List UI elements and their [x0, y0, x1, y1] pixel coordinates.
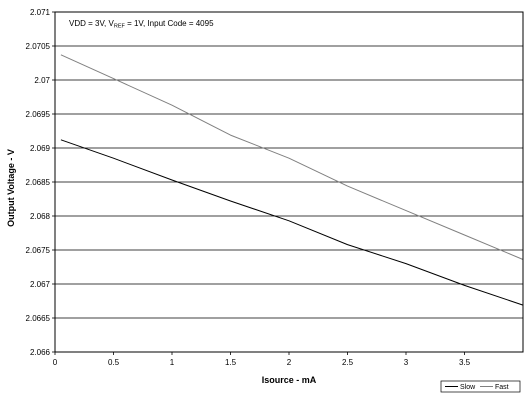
y-tick-label: 2.0675: [26, 246, 51, 255]
series-lines: [60, 54, 524, 306]
plot-frame: [54, 11, 524, 353]
y-tick-label: 2.0695: [26, 110, 51, 119]
y-tick-label: 2.068: [30, 212, 51, 221]
chart-annotation: VDD = 3V, VREF = 1V, Input Code = 4095: [69, 19, 214, 30]
series-line-fast: [60, 54, 524, 260]
y-tick-labels: 2.066 2.0665 2.067 2.0675 2.068 2.0685 2.069 2.…: [26, 8, 51, 357]
y-tick-label: 2.0685: [26, 178, 51, 187]
y-tick-label: 2.07: [34, 76, 50, 85]
legend-label-slow: Slow: [460, 384, 476, 391]
grid-lines: [52, 11, 523, 355]
x-tick-label: 1.5: [225, 358, 237, 367]
legend-label-fast: Fast: [495, 384, 509, 391]
y-axis-title: Output Voltage - V: [6, 149, 16, 227]
x-tick-label: 2.5: [342, 358, 354, 367]
x-tick-label: 3: [404, 358, 409, 367]
y-tick-label: 2.069: [30, 144, 51, 153]
annotation-part2: = 1V, Input Code = 4095: [125, 19, 214, 28]
x-tick-labels: 0 0.5 1 1.5 2 2.5 3 3.5: [53, 358, 471, 367]
x-tick-label: 0.5: [108, 358, 120, 367]
x-axis-title: Isource - mA: [262, 375, 317, 385]
annotation-subscript: REF: [114, 24, 126, 30]
y-tick-label: 2.0705: [26, 42, 51, 51]
y-tick-label: 2.066: [30, 348, 51, 357]
x-tick-label: 0: [53, 358, 58, 367]
x-tick-label: 1: [170, 358, 175, 367]
series-line-slow: [60, 139, 524, 306]
y-tick-label: 2.071: [30, 8, 51, 17]
y-tick-label: 2.0665: [26, 314, 51, 323]
y-tick-label: 2.067: [30, 280, 51, 289]
annotation-part1: VDD = 3V, V: [69, 19, 115, 28]
legend: Slow Fast: [440, 380, 521, 393]
x-tick-label: 3.5: [459, 358, 471, 367]
x-tick-label: 2: [287, 358, 292, 367]
